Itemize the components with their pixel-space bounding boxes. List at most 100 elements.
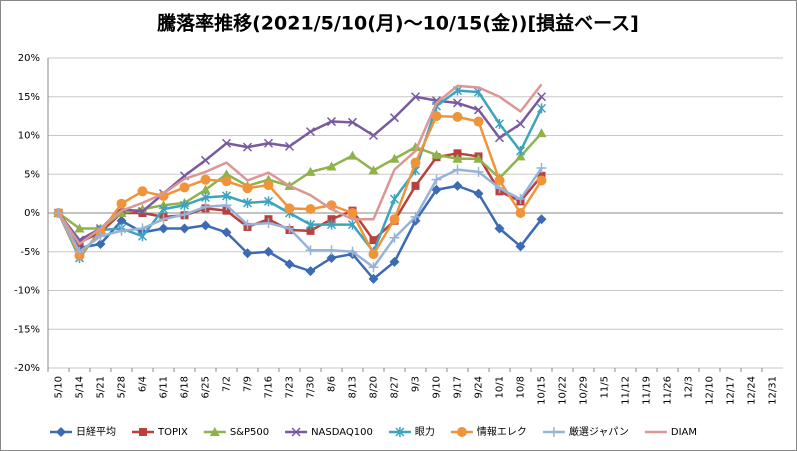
- marker: [221, 200, 232, 211]
- legend-item: TOPIX: [132, 427, 188, 438]
- marker: [410, 142, 421, 152]
- legend-label: 日経平均: [76, 425, 116, 438]
- marker: [452, 164, 463, 175]
- y-tick-label: 5%: [24, 169, 40, 180]
- marker: [515, 146, 526, 156]
- marker: [389, 113, 400, 123]
- marker: [452, 153, 463, 163]
- marker: [326, 252, 337, 263]
- marker: [263, 180, 274, 191]
- legend-label: 厳選ジャパン: [569, 425, 629, 438]
- marker: [473, 153, 484, 163]
- marker: [494, 183, 505, 194]
- legend-label: 眼力: [415, 425, 435, 438]
- marker: [200, 192, 211, 203]
- marker: [284, 203, 295, 214]
- marker: [95, 239, 106, 249]
- x-tick-label: 9/10: [432, 376, 443, 398]
- marker: [515, 241, 526, 252]
- marker: [221, 169, 232, 179]
- legend-marker: [395, 427, 405, 437]
- marker: [305, 245, 316, 256]
- marker: [326, 117, 337, 127]
- y-tick-label: 20%: [18, 53, 40, 64]
- marker: [368, 165, 379, 175]
- marker: [200, 184, 211, 194]
- y-tick-label: -5%: [21, 247, 40, 258]
- marker: [158, 214, 169, 225]
- x-tick-label: 11/26: [663, 376, 674, 405]
- marker: [306, 226, 315, 235]
- y-tick-label: -15%: [14, 324, 40, 335]
- marker: [473, 116, 484, 127]
- marker: [242, 183, 253, 194]
- x-tick-label: 9/3: [411, 376, 422, 392]
- marker: [263, 218, 274, 229]
- marker: [242, 219, 253, 230]
- x-tick-label: 7/16: [264, 376, 275, 398]
- x-tick-label: 10/1: [495, 376, 506, 398]
- x-tick-label: 5/28: [117, 376, 128, 398]
- marker: [431, 174, 442, 185]
- marker: [347, 150, 358, 160]
- marker: [473, 166, 484, 177]
- x-tick-label: 11/19: [642, 376, 653, 405]
- marker: [284, 141, 295, 151]
- marker: [347, 246, 358, 257]
- chart-title: 騰落率推移(2021/5/10(月)～10/15(金))[損益ベース]: [156, 12, 639, 35]
- marker: [158, 223, 169, 234]
- marker: [368, 130, 379, 141]
- x-tick-label: 9/24: [474, 376, 485, 398]
- legend-label: DIAM: [671, 427, 697, 438]
- marker: [389, 232, 400, 243]
- marker: [536, 175, 547, 186]
- marker: [74, 246, 85, 257]
- marker: [515, 194, 526, 205]
- legend-label: S&P500: [230, 427, 269, 438]
- x-tick-label: 9/17: [453, 376, 464, 398]
- legend-label: TOPIX: [157, 427, 188, 438]
- legend-item: 日経平均: [50, 425, 116, 438]
- x-tick-label: 5/10: [54, 376, 65, 398]
- marker: [431, 184, 442, 195]
- legend-marker: [456, 427, 467, 437]
- series-line: [57, 132, 543, 230]
- legend-item: DIAM: [644, 427, 697, 438]
- x-tick-label: 5/14: [75, 376, 86, 398]
- marker: [200, 220, 211, 231]
- marker: [200, 174, 211, 185]
- marker: [494, 118, 505, 129]
- series-line: [57, 89, 543, 260]
- marker: [179, 223, 190, 234]
- x-tick-label: 5/21: [96, 376, 107, 398]
- x-tick-label: 6/25: [201, 376, 212, 398]
- marker: [305, 166, 316, 176]
- marker: [494, 223, 505, 234]
- x-tick-label: 7/9: [243, 376, 254, 392]
- x-tick-label: 6/18: [180, 376, 191, 398]
- marker: [494, 133, 505, 143]
- marker: [473, 188, 484, 199]
- x-tick-label: 12/17: [726, 376, 737, 405]
- marker: [116, 215, 127, 226]
- marker: [179, 209, 190, 220]
- x-tick-label: 12/10: [705, 376, 716, 405]
- marker: [368, 273, 379, 284]
- legend-item: 眼力: [388, 425, 435, 438]
- legend-item: S&P500: [203, 427, 269, 438]
- x-tick-label: 12/24: [747, 376, 758, 405]
- marker: [368, 249, 379, 260]
- marker: [327, 215, 336, 224]
- marker: [410, 157, 421, 168]
- x-tick-label: 8/13: [348, 376, 359, 398]
- marker: [263, 196, 274, 207]
- marker: [536, 92, 547, 102]
- marker: [284, 223, 295, 234]
- y-tick-label: -10%: [14, 286, 40, 297]
- marker: [242, 142, 253, 152]
- x-tick-label: 6/11: [159, 376, 170, 398]
- marker: [326, 219, 337, 230]
- x-tick-label: 8/27: [390, 376, 401, 398]
- marker: [221, 176, 232, 187]
